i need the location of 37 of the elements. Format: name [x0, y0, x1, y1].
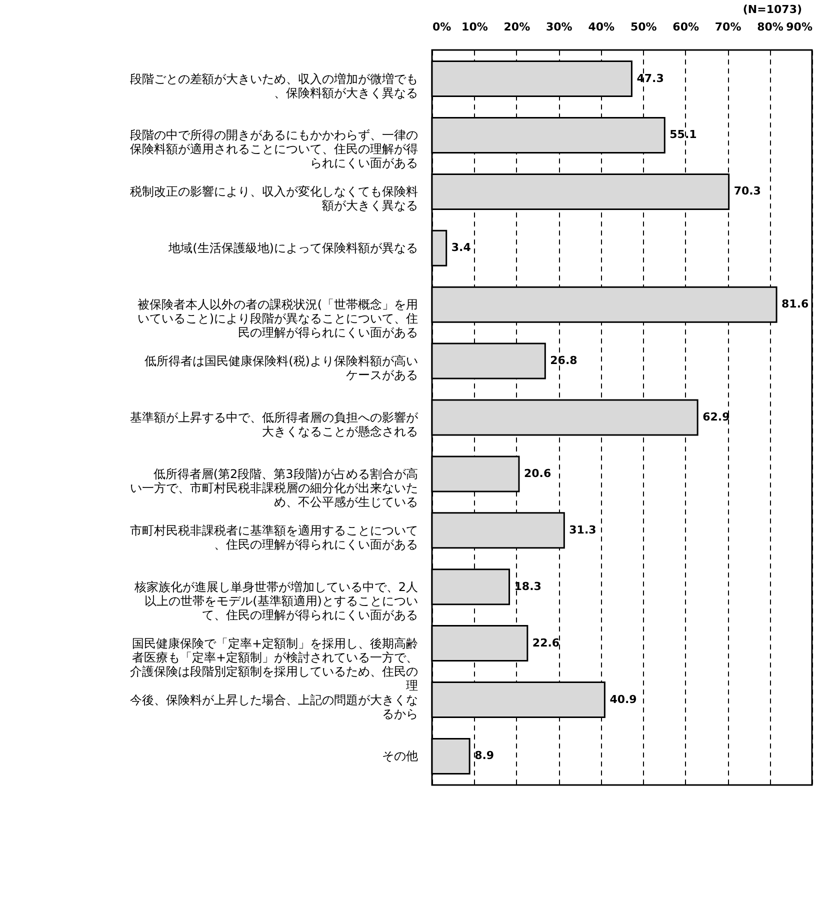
- data-label: 22.6: [532, 636, 560, 650]
- data-label: 20.6: [524, 466, 552, 480]
- data-label: 3.4: [451, 241, 472, 254]
- y-tick-label: 核家族化が進展し単身世帯が増加している中で、2人以上の世帯をモデル(基準額適用)とすることについて、住民の理解が得られにくい面がある: [133, 580, 418, 622]
- x-tick-label: 60%: [672, 20, 700, 34]
- data-label: 40.9: [610, 692, 637, 706]
- y-tick-label: 国民健康保険で「定率+定額制」を採用し、後期高齢者医療も「定率+定額制」が検討されている一方で、介護保険は段階別定額制を採用しているため、住民の理: [130, 636, 418, 692]
- y-tick-label: 低所得者は国民健康保険料(税)より保険料額が高いケースがある: [144, 354, 418, 382]
- data-label: 31.3: [569, 523, 596, 536]
- x-tick-label: 80%: [757, 20, 784, 34]
- data-label: 55.1: [670, 128, 697, 142]
- data-label: 18.3: [514, 580, 542, 593]
- x-tick-label: 70%: [714, 20, 742, 34]
- data-label: 26.8: [550, 354, 578, 368]
- x-tick-label: 0%: [432, 20, 452, 34]
- x-tick-label: 30%: [546, 20, 572, 34]
- y-tick-label: 低所得者層(第2段階、第3段階)が占める割合が高い一方で、市町村民税非課税層の細分化が出来ないため、不公平感が生じている: [130, 466, 418, 509]
- data-label: 8.9: [474, 749, 494, 762]
- data-label: 70.3: [734, 184, 761, 198]
- y-tick-label: 段階ごとの差額が大きいため、収入の増加が微増でも、保険料額が大きく異なる: [130, 72, 418, 100]
- data-label: 62.9: [702, 410, 730, 424]
- y-tick-label: 税制改正の影響により、収入が変化しなくても保険料額が大きく異なる: [130, 184, 418, 213]
- y-tick-label: その他: [382, 749, 418, 764]
- y-tick-label: 基準額が上昇する中で、低所得者層の負担への影響が大きくなることが懸念される: [130, 410, 419, 438]
- y-tick-label: 段階の中で所得の開きがあるにもかかわらず、一律の保険料額が適用されることについて、住民の理解が得られにくい面がある: [130, 128, 418, 170]
- text: (N=1073): [742, 3, 802, 16]
- y-tick-label: 市町村民税非課税者に基準額を適用することについて、住民の理解が得られにくい面がある: [130, 523, 418, 552]
- x-tick-label: 90%: [786, 20, 812, 34]
- x-tick-label: 40%: [588, 20, 615, 34]
- x-tick-label: 10%: [462, 20, 488, 34]
- x-tick-label: 50%: [630, 20, 657, 34]
- data-label: 47.3: [636, 72, 664, 85]
- data-label: 81.6: [782, 298, 810, 311]
- x-tick-label: 20%: [504, 20, 530, 34]
- y-tick-label: 被保険者本人以外の者の課税状況(「世帯概念」を用いていること)により段階が異なることについて、住民の理解が得られにくい面がある: [137, 298, 418, 340]
- y-tick-label: 今後、保険料が上昇した場合、上記の問題が大きくなるから: [130, 692, 418, 721]
- y-tick-label: 地域(生活保護級地)によって保険料額が異なる: [168, 241, 418, 256]
